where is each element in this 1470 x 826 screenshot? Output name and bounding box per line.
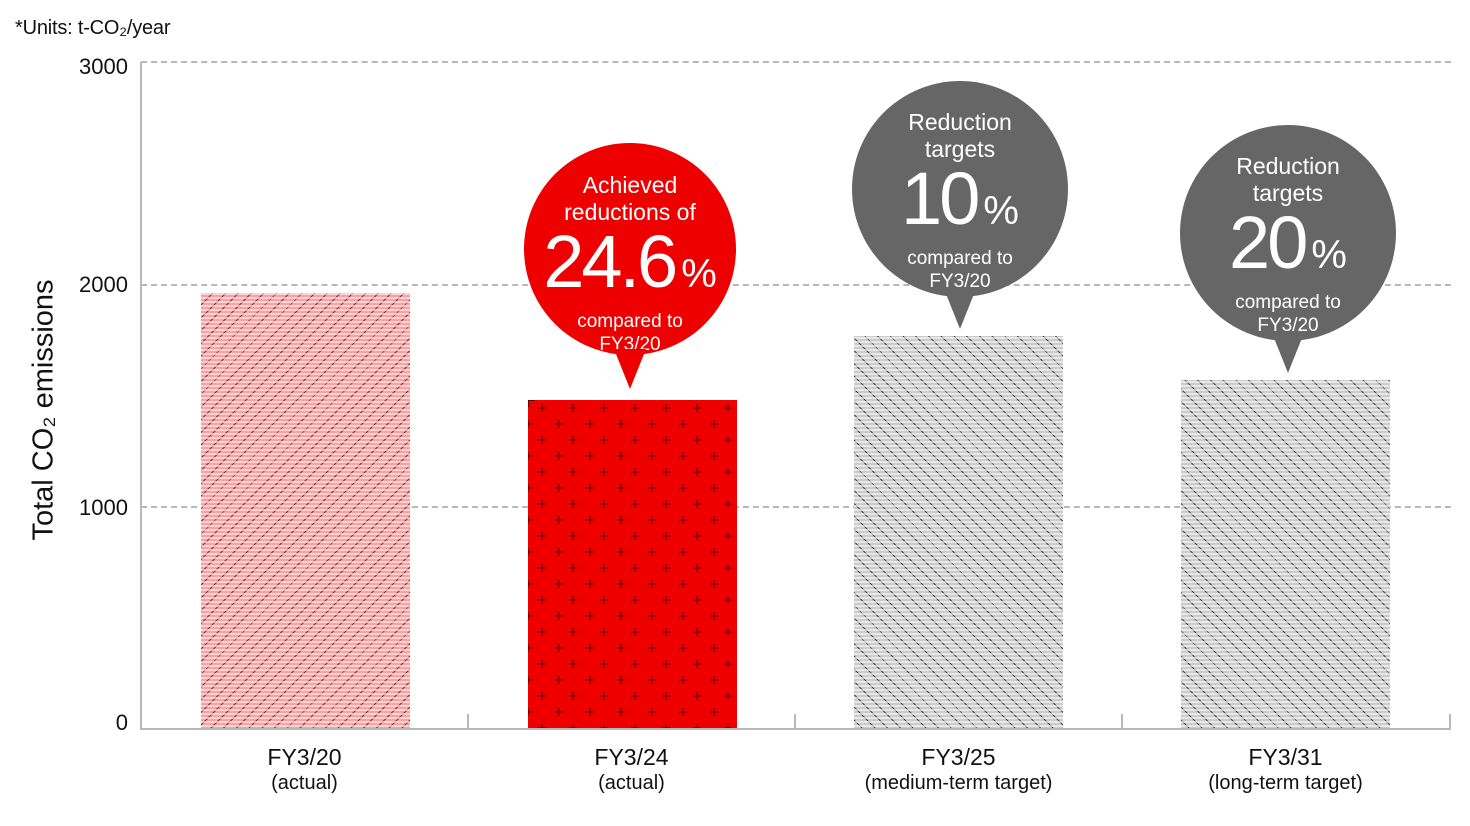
balloon-value: 24.6 [543, 220, 678, 303]
gridline-1000 [141, 506, 1451, 508]
y-axis-line [140, 62, 142, 730]
balloon-pointer [614, 349, 646, 389]
annotation-balloon-target-10: Reduction targets 10% compared to FY3/20 [852, 81, 1068, 329]
balloon-value-line: 20% [1180, 206, 1396, 291]
category-label: FY3/20 [267, 744, 342, 770]
annotation-balloon-achieved: Achieved reductions of 24.6% compared to… [524, 143, 736, 389]
category-label: FY3/25 [921, 744, 996, 770]
category-label: FY3/24 [594, 744, 669, 770]
cross-pattern [528, 400, 737, 729]
balloon-unit: % [983, 189, 1019, 233]
gridline-2000 [141, 284, 1451, 286]
balloon-unit: % [1311, 233, 1347, 277]
y-axis-label: Total CO₂ emissions [27, 279, 60, 541]
category-sublabel: (actual) [598, 772, 665, 794]
category-sublabel: (medium-term target) [864, 772, 1053, 794]
x-tick-mark [1449, 714, 1451, 729]
balloon-value: 20 [1229, 201, 1308, 284]
units-note: *Units: t-CO₂/year [15, 17, 171, 39]
balloon-value-line: 24.6% [524, 225, 736, 310]
y-tick-2000: 2000 [79, 272, 128, 297]
gridline-3000 [141, 61, 1451, 63]
bar-fy3-24 [528, 400, 737, 729]
category-label: FY3/31 [1248, 744, 1323, 770]
balloon-pointer [944, 289, 976, 329]
balloon-line: FY3/20 [929, 271, 991, 292]
x-label-fy3-25: FY3/25 (medium-term target) [795, 744, 1122, 795]
balloon-pointer [1272, 333, 1304, 373]
annotation-balloon-target-20: Reduction targets 20% compared to FY3/20 [1180, 125, 1396, 373]
y-tick-1000: 1000 [79, 495, 128, 520]
category-sublabel: (actual) [271, 772, 338, 794]
balloon-line: FY3/20 [1257, 315, 1319, 336]
balloon-line: compared to [907, 248, 1013, 269]
balloon-line: compared to [577, 311, 683, 332]
balloon-line: Reduction [908, 109, 1012, 135]
x-tick-mark [1121, 714, 1123, 729]
balloon-unit: % [681, 252, 717, 296]
bar-fy3-25 [854, 336, 1063, 729]
balloon-line: reductions of [564, 199, 696, 225]
x-tick-mark [794, 714, 796, 729]
y-tick-3000: 3000 [79, 54, 128, 79]
balloon-line: targets [924, 136, 996, 162]
x-label-fy3-20: FY3/20 (actual) [141, 744, 468, 795]
balloon-line: Reduction [1236, 153, 1340, 179]
balloon-line: targets [1252, 180, 1324, 206]
bar-fy3-31 [1181, 380, 1390, 729]
category-sublabel: (long-term target) [1208, 772, 1363, 794]
balloon-value: 10 [901, 157, 980, 240]
x-label-fy3-31: FY3/31 (long-term target) [1122, 744, 1449, 795]
balloon-line: Achieved [582, 172, 678, 198]
x-axis-line [140, 728, 1451, 730]
x-label-fy3-24: FY3/24 (actual) [468, 744, 795, 795]
bar-fy3-20 [201, 293, 410, 729]
balloon-line: compared to [1235, 292, 1341, 313]
y-tick-0: 0 [115, 710, 128, 735]
balloon-value-line: 10% [852, 162, 1068, 247]
x-tick-mark [467, 714, 469, 729]
